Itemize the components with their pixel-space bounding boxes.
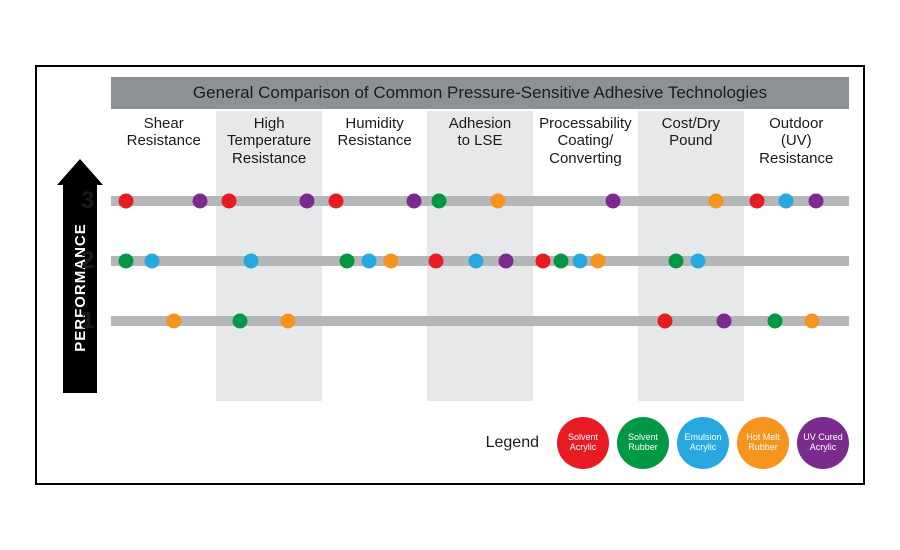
data-dot-hot_melt_rubber	[384, 254, 399, 269]
data-dot-solvent_acrylic	[118, 194, 133, 209]
category-column: ProcessabilityCoating/Converting	[533, 111, 638, 171]
legend-item-uv_cured_acrylic: UV CuredAcrylic	[797, 417, 849, 469]
legend-title: Legend	[486, 434, 539, 452]
data-dot-solvent_rubber	[554, 254, 569, 269]
category-label: ShearResistance	[111, 111, 216, 150]
data-dot-solvent_rubber	[233, 314, 248, 329]
data-dot-hot_melt_rubber	[166, 314, 181, 329]
data-dot-hot_melt_rubber	[591, 254, 606, 269]
data-dot-emulsion_acrylic	[779, 194, 794, 209]
legend-item-hot_melt_rubber: Hot MeltRubber	[737, 417, 789, 469]
data-dot-emulsion_acrylic	[469, 254, 484, 269]
data-dot-emulsion_acrylic	[572, 254, 587, 269]
axis-arrow-head	[57, 159, 103, 185]
performance-row: 1	[111, 291, 849, 351]
category-label: HumidityResistance	[322, 111, 427, 150]
data-dot-uv_cured_acrylic	[605, 194, 620, 209]
data-dot-solvent_rubber	[118, 254, 133, 269]
data-dot-solvent_rubber	[768, 314, 783, 329]
data-dot-solvent_rubber	[340, 254, 355, 269]
data-dot-emulsion_acrylic	[244, 254, 259, 269]
category-column: Cost/DryPound	[638, 111, 743, 171]
data-dot-emulsion_acrylic	[144, 254, 159, 269]
category-column: HighTemperatureResistance	[216, 111, 321, 171]
performance-row: 2	[111, 231, 849, 291]
data-dot-solvent_acrylic	[657, 314, 672, 329]
data-dot-uv_cured_acrylic	[716, 314, 731, 329]
data-dot-uv_cured_acrylic	[808, 194, 823, 209]
data-dot-hot_melt_rubber	[709, 194, 724, 209]
data-dot-emulsion_acrylic	[362, 254, 377, 269]
legend-item-solvent_rubber: SolventRubber	[617, 417, 669, 469]
category-column: HumidityResistance	[322, 111, 427, 171]
data-dot-solvent_acrylic	[222, 194, 237, 209]
category-label: ProcessabilityCoating/Converting	[533, 111, 638, 167]
data-dot-hot_melt_rubber	[805, 314, 820, 329]
data-dot-hot_melt_rubber	[491, 194, 506, 209]
chart-zone: PERFORMANCE ShearResistanceHighTemperatu…	[111, 111, 849, 401]
row-line	[111, 316, 849, 326]
data-dot-uv_cured_acrylic	[299, 194, 314, 209]
data-dot-solvent_acrylic	[535, 254, 550, 269]
chart-rows: 321	[111, 171, 849, 351]
category-label: Outdoor(UV)Resistance	[744, 111, 849, 167]
legend-item-solvent_acrylic: SolventAcrylic	[557, 417, 609, 469]
chart-title: General Comparison of Common Pressure-Se…	[111, 77, 849, 109]
row-level-label: 1	[81, 307, 94, 335]
category-label: HighTemperatureResistance	[216, 111, 321, 167]
data-dot-solvent_rubber	[432, 194, 447, 209]
data-dot-uv_cured_acrylic	[498, 254, 513, 269]
legend-item-emulsion_acrylic: EmulsionAcrylic	[677, 417, 729, 469]
category-label: Cost/DryPound	[638, 111, 743, 150]
data-dot-emulsion_acrylic	[690, 254, 705, 269]
performance-row: 3	[111, 171, 849, 231]
category-headers: ShearResistanceHighTemperatureResistance…	[111, 111, 849, 171]
data-dot-hot_melt_rubber	[281, 314, 296, 329]
data-dot-solvent_acrylic	[428, 254, 443, 269]
category-label: Adhesionto LSE	[427, 111, 532, 150]
chart-frame: General Comparison of Common Pressure-Se…	[35, 65, 865, 485]
row-level-label: 3	[81, 187, 94, 215]
category-column: ShearResistance	[111, 111, 216, 171]
row-level-label: 2	[81, 247, 94, 275]
data-dot-solvent_rubber	[668, 254, 683, 269]
category-column: Outdoor(UV)Resistance	[744, 111, 849, 171]
category-column: Adhesionto LSE	[427, 111, 532, 171]
data-dot-solvent_acrylic	[749, 194, 764, 209]
legend: Legend SolventAcrylicSolventRubberEmulsi…	[486, 417, 849, 469]
data-dot-uv_cured_acrylic	[192, 194, 207, 209]
data-dot-solvent_acrylic	[329, 194, 344, 209]
data-dot-uv_cured_acrylic	[406, 194, 421, 209]
